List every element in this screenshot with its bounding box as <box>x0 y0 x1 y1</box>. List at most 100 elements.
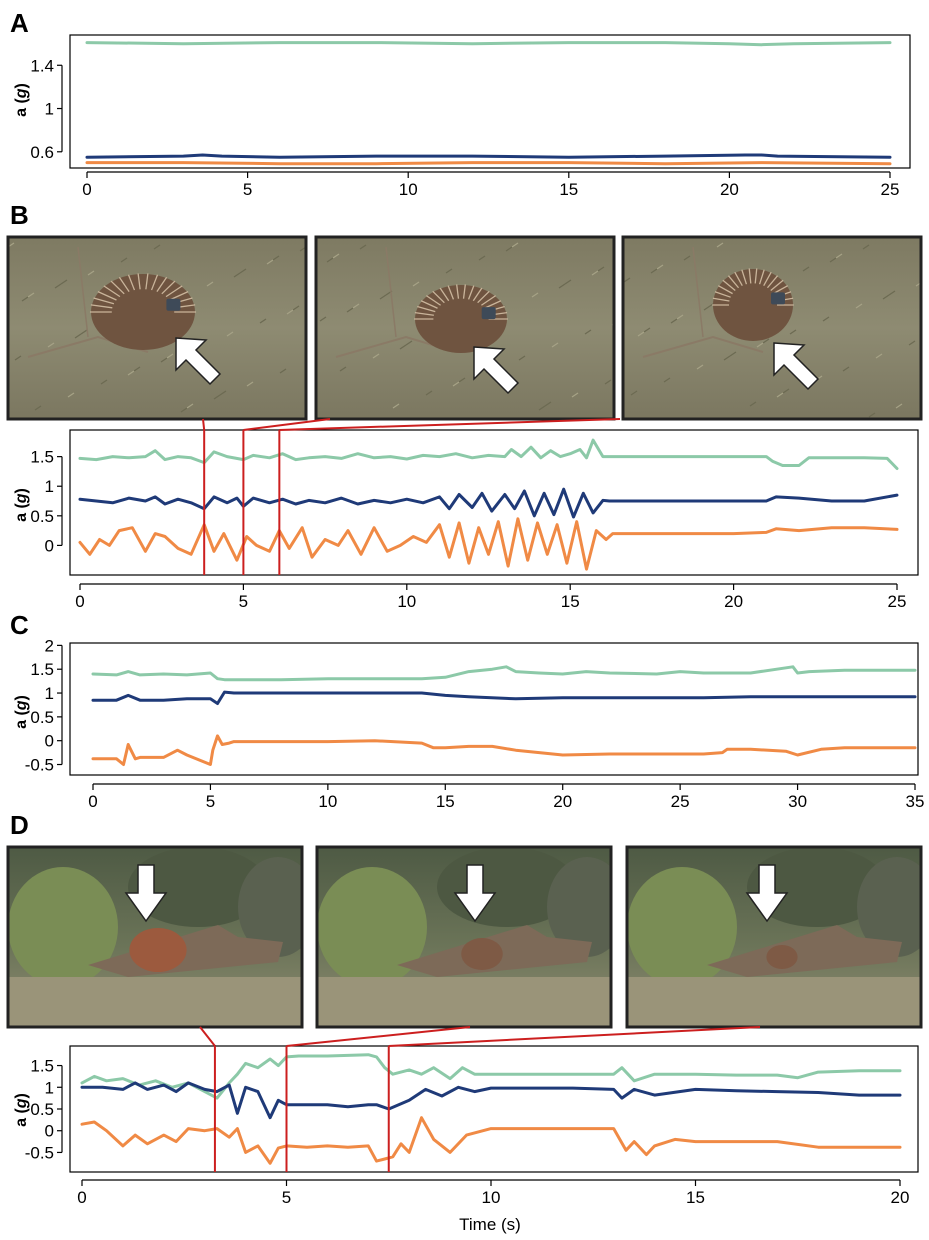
grass-blade <box>206 281 214 287</box>
grass-blade <box>226 331 234 337</box>
grass-blade <box>630 390 638 396</box>
grass-blade <box>286 309 294 315</box>
x-tick-label: 20 <box>891 1188 910 1207</box>
photo-frame <box>621 235 923 421</box>
chart-panel-d: 0 5 10 15 20-0.500.511.5a (g) <box>13 1045 919 1207</box>
grass-blade <box>213 394 221 400</box>
x-tick-label: 15 <box>436 792 455 811</box>
x-tick-label: 0 <box>82 180 91 199</box>
x-tick-label: 10 <box>482 1188 501 1207</box>
grass-blade <box>292 305 300 311</box>
grass-blade <box>650 268 658 274</box>
up-left-arrow-icon <box>175 337 222 386</box>
panel-label-a: A <box>10 8 29 38</box>
y-tick-label: 2 <box>45 636 54 655</box>
echidna-spine <box>481 295 497 306</box>
x-tick-label: 10 <box>318 792 337 811</box>
dark-bush <box>128 847 268 927</box>
y-tick-label: 1.5 <box>30 448 54 467</box>
fallen-log <box>707 925 902 977</box>
grass-blade <box>882 294 890 300</box>
chart-panel-b: 0 5 10 15 20 25 0 0.5 1 1.5 a (g) <box>13 429 919 611</box>
echidna-spine <box>103 285 121 298</box>
y-tick-label: 0 <box>45 536 54 555</box>
grass-blade <box>60 279 68 285</box>
series-line-orange <box>91 734 917 766</box>
dark-bush <box>747 847 887 927</box>
echidna-spine <box>467 285 475 300</box>
y-tick-label: -0.5 <box>25 1143 54 1162</box>
grass-blade <box>822 316 830 322</box>
twig-vertical <box>692 246 704 338</box>
x-tick-label: 25 <box>671 792 690 811</box>
y-axis-title-symbol: a ( <box>13 710 30 729</box>
echidna-spine <box>770 279 784 291</box>
green-bush <box>8 867 118 987</box>
grass-blade <box>703 305 711 311</box>
photo-frame <box>315 845 613 1029</box>
grass-blade <box>352 303 360 309</box>
grass-blade <box>749 401 757 407</box>
grass-blade <box>319 316 327 322</box>
zoom-connector-d-1 <box>199 1026 216 1047</box>
photo-border <box>6 235 308 421</box>
chart-panel-a: 0 5 10 15 20 250.611.4a (g) <box>13 34 911 199</box>
zoom-connector-b-1 <box>202 418 206 431</box>
grass-blade <box>511 242 519 248</box>
x-tick-label: 10 <box>397 592 416 611</box>
grass-blade <box>723 355 731 361</box>
grass-blade <box>246 381 254 387</box>
x-tick-label: 15 <box>686 1188 705 1207</box>
grass-blade <box>359 244 367 250</box>
grass-blade <box>120 257 128 263</box>
grass-blade <box>405 340 413 346</box>
echidna-spine <box>110 280 125 295</box>
x-tick-label: 20 <box>720 180 739 199</box>
grass-blade <box>518 355 526 361</box>
y-tick-label: 0.6 <box>30 143 54 162</box>
grass-blade <box>604 379 612 385</box>
photo-frame <box>6 235 308 421</box>
grass-blade <box>127 370 135 376</box>
x-tick-label: 35 <box>906 792 925 811</box>
grass-blade <box>558 283 566 289</box>
photo-image <box>627 847 921 1027</box>
grass-blade <box>551 342 559 348</box>
grass-blade <box>153 244 161 250</box>
y-axis-title-symbol: a ( <box>13 1108 30 1127</box>
echidna-spine <box>727 275 740 289</box>
y-tick-label: 1 <box>45 100 54 119</box>
photo-image <box>623 237 921 419</box>
echidna-spine <box>118 276 130 292</box>
twig <box>642 335 764 358</box>
tracking-tag <box>481 307 496 320</box>
down-arrow-icon <box>453 864 497 923</box>
photo-frame <box>625 845 923 1029</box>
x-tick-label: 20 <box>724 592 743 611</box>
grass-blade <box>538 405 546 411</box>
x-tick-label: 5 <box>243 180 252 199</box>
grass-blade <box>279 368 287 374</box>
y-axis-title: a (g) <box>13 488 30 522</box>
echidna-spine <box>717 285 733 295</box>
photo-strip-b <box>6 235 923 421</box>
series-line-green <box>85 41 892 47</box>
x-tick-label: 0 <box>77 1188 86 1207</box>
y-tick-label: -0.5 <box>25 756 54 775</box>
echidna-body <box>415 285 507 353</box>
echidna-spine <box>145 273 149 290</box>
echidna-spine <box>156 276 168 292</box>
echidna-spine <box>477 290 490 304</box>
echidna-spine <box>758 269 765 285</box>
grass-blade <box>683 255 691 261</box>
echidna-spine <box>773 285 789 295</box>
ground <box>317 977 611 1027</box>
echidna-spine <box>414 311 434 316</box>
grass-blade <box>339 366 347 372</box>
panel-label-d: D <box>10 810 29 840</box>
y-axis-title-symbol: a ( <box>13 98 30 117</box>
x-tick-label: 20 <box>553 792 572 811</box>
y-tick-label: 1 <box>45 1078 54 1097</box>
echidna-spine <box>97 291 117 301</box>
down-arrow-icon <box>124 864 168 923</box>
